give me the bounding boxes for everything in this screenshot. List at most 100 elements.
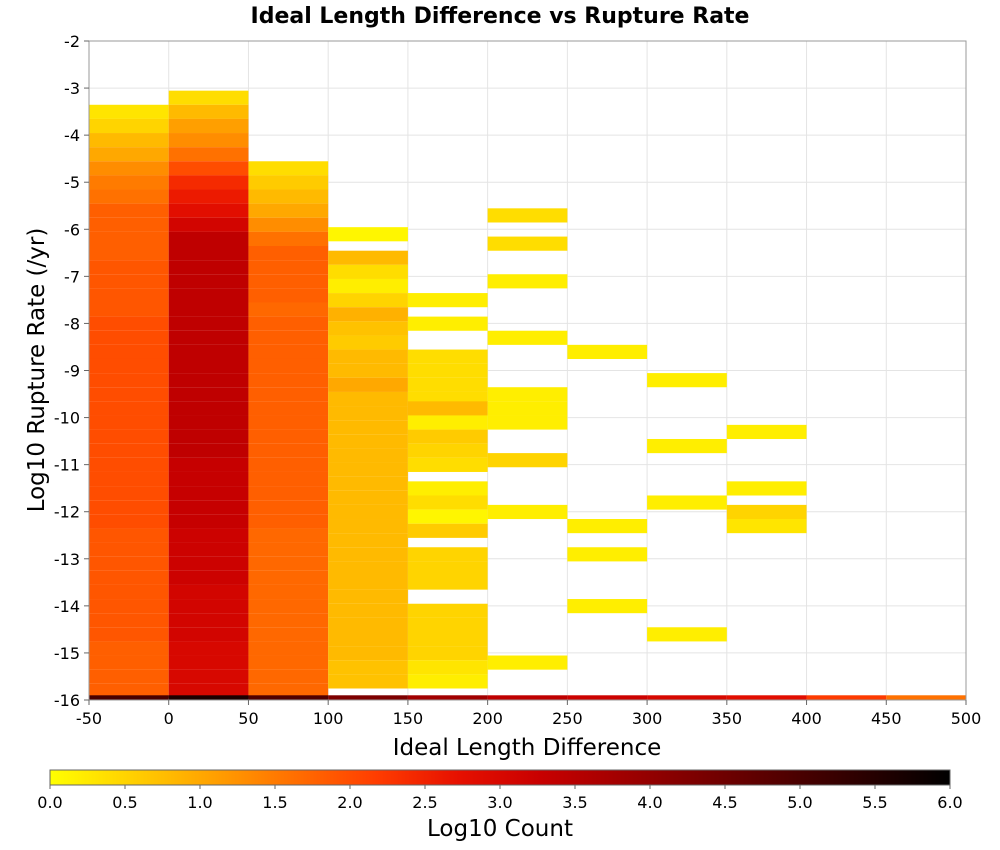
heatmap-cell [89, 627, 169, 642]
heatmap-cell [248, 189, 329, 204]
heatmap-cell [726, 519, 807, 534]
heatmap-cell [168, 133, 249, 148]
heatmap-cell [328, 504, 408, 520]
heatmap-cell-bottom-row [567, 695, 648, 700]
heatmap-cell [567, 344, 648, 359]
heatmap-cell [89, 542, 169, 557]
heatmap-cell [248, 641, 329, 656]
colorbar-ticks: 0.0 0.5 1.0 1.5 2.0 2.5 3.0 3.5 4.0 4.5 5.0 5.5 6.0 [37, 785, 963, 812]
heatmap-cell [248, 175, 329, 190]
heatmap-cell [328, 363, 408, 378]
heatmap-cell [328, 476, 408, 491]
heatmap-cell [248, 500, 329, 515]
heatmap-cell-bottom-row [407, 695, 488, 700]
y-tick-label: -6 [64, 220, 80, 239]
heatmap-cell [328, 547, 408, 562]
heatmap-cell [89, 231, 169, 247]
heatmap-cell [89, 118, 169, 134]
heatmap-cell [248, 274, 329, 289]
heatmap-cell [168, 147, 249, 162]
heatmap-cell [248, 373, 329, 388]
heatmap-cell [647, 627, 727, 642]
heatmap-cell [487, 387, 568, 402]
heatmap-cell [407, 547, 488, 562]
heatmap-cell [89, 260, 169, 275]
heatmap-cell [248, 245, 329, 261]
heatmap-cell [248, 669, 329, 684]
heatmap-cell [89, 457, 169, 472]
heatmap-cell [248, 330, 329, 345]
heatmap-cell [407, 617, 488, 633]
heatmap-cell [168, 161, 249, 176]
heatmap-cell [248, 358, 329, 374]
heatmap-cell [168, 415, 249, 430]
heatmap-cell [168, 528, 249, 543]
heatmap-cell [248, 599, 329, 614]
heatmap-cell [487, 274, 568, 289]
x-axis-ticks: -50 0 50 100 150 200 250 300 350 400 450 500 [76, 700, 981, 728]
heatmap-cell [89, 302, 169, 317]
heatmap-cell [168, 203, 249, 218]
heatmap-cell [168, 514, 249, 529]
heatmap-cell [248, 302, 329, 317]
heatmap-cell [407, 415, 488, 430]
heatmap-cell [168, 429, 249, 444]
heatmap-cell [168, 288, 249, 303]
y-axis-ticks: -2 -3 -4 -5 -6 -7 -8 -9 -10 -11 -12 -13 -14 -15 -16 [54, 32, 89, 710]
y-axis-label: Log10 Rupture Rate (/yr) [24, 228, 50, 513]
heatmap-cell [168, 599, 249, 614]
heatmap-cell-bottom-row [726, 695, 807, 700]
heatmap-cell [328, 227, 408, 242]
heatmap-cell [168, 175, 249, 190]
heatmap-cell [248, 613, 329, 628]
heatmap-cell [248, 316, 329, 331]
heatmap-cell [168, 627, 249, 642]
chart-title: Ideal Length Difference vs Rupture Rate [251, 4, 750, 29]
heatmap-cell [89, 147, 169, 162]
x-axis-label: Ideal Length Difference [393, 735, 662, 761]
heatmap-cell [487, 504, 568, 520]
heatmap-cell [248, 161, 329, 176]
heatmap-cell [89, 584, 169, 600]
heatmap-cell-bottom-row [328, 695, 408, 700]
heatmap-cell [407, 457, 488, 472]
x-tick-label: 250 [552, 709, 583, 728]
y-tick-label: -14 [54, 597, 80, 616]
heatmap-cell-bottom-row [886, 695, 966, 700]
colorbar-tick-label: 4.0 [637, 793, 662, 812]
heatmap-cell [168, 443, 249, 458]
heatmap-cell [328, 391, 408, 407]
x-tick-label: -50 [76, 709, 102, 728]
heatmap-cell [328, 631, 408, 647]
heatmap-cells [89, 90, 966, 700]
heatmap-cell [407, 401, 488, 416]
heatmap-cell [248, 627, 329, 642]
heatmap-cell [328, 377, 408, 392]
heatmap-cell [407, 316, 488, 331]
heatmap-cell [248, 655, 329, 670]
heatmap-cell [328, 533, 408, 548]
colorbar-tick-label: 0.0 [37, 793, 62, 812]
heatmap-cell [487, 236, 568, 251]
x-tick-label: 50 [238, 709, 258, 728]
heatmap-cell [407, 443, 488, 458]
y-tick-label: -8 [64, 314, 80, 333]
heatmap-cell [248, 217, 329, 232]
colorbar-tick-label: 5.5 [862, 793, 887, 812]
heatmap-cell-bottom-row [647, 695, 727, 700]
heatmap-cell [328, 406, 408, 421]
heatmap-cell [248, 387, 329, 402]
heatmap-cell [328, 250, 408, 265]
heatmap-cell [407, 509, 488, 524]
heatmap-cell [168, 189, 249, 204]
x-tick-label: 150 [393, 709, 424, 728]
heatmap-cell [328, 490, 408, 505]
x-tick-label: 100 [313, 709, 344, 728]
colorbar-tick-label: 1.0 [187, 793, 212, 812]
heatmap-cell [328, 674, 408, 689]
heatmap-cell [328, 278, 408, 294]
heatmap-cell [168, 260, 249, 275]
heatmap-cell [168, 245, 249, 261]
heatmap-cell [328, 264, 408, 279]
